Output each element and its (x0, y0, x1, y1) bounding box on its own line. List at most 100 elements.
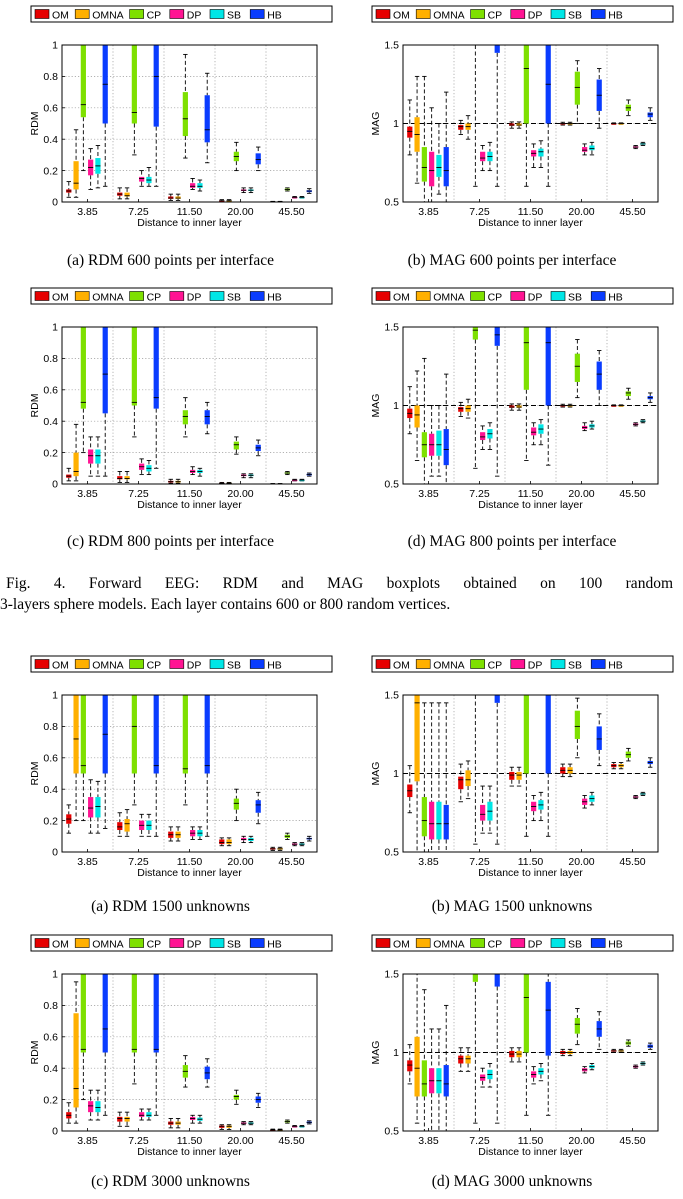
box-dp-7.25 (480, 1067, 486, 1088)
legend-label-omna: OMNA (92, 9, 124, 21)
x-tick-label: 45.50 (278, 1135, 304, 1147)
box-body (421, 797, 427, 837)
box-cp-3.85 (80, 695, 86, 822)
box-body (80, 45, 86, 118)
x-tick-label: 7.25 (128, 856, 149, 868)
box-sb-20.00 (248, 835, 254, 844)
legend-swatch-hb (590, 938, 606, 948)
box-omna-45.50 (618, 1048, 624, 1053)
boxplot-svg: OM OMNA CP DP SB HB 0 0.2 0.4 0.6 0.8 1 3.85 7.25 11.5… (29, 5, 333, 229)
box-hb-7.25 (494, 45, 500, 187)
x-axis-label: Distance to inner layer (137, 217, 242, 229)
box-body (538, 148, 544, 157)
box-body (647, 112, 653, 118)
box-sb-7.25 (146, 167, 152, 187)
x-tick-label: 20.00 (227, 1135, 253, 1147)
box-om-3.85 (66, 1102, 72, 1124)
legend-swatch-om (34, 9, 50, 19)
legend: OM OMNA CP DP SB HB (371, 934, 674, 952)
box-cp-20.00 (233, 1089, 239, 1105)
box-sb-3.85 (95, 780, 101, 834)
box-omna-20.00 (226, 837, 232, 847)
legend: OM OMNA CP DP SB HB (30, 934, 333, 952)
box-cp-11.50 (523, 974, 529, 1116)
box-omna-7.25 (124, 809, 130, 837)
box-dp-45.50 (292, 478, 298, 482)
box-sb-45.50 (640, 791, 646, 796)
x-tick-label: 11.50 (518, 1135, 544, 1147)
y-tick-label: 0.6 (43, 753, 58, 765)
box-dp-20.00 (241, 187, 247, 194)
legend-swatch-hb (590, 659, 606, 669)
legend-swatch-dp (169, 291, 185, 301)
box-omna-7.25 (124, 470, 130, 483)
x-tick-label: 20.00 (568, 206, 594, 218)
box-dp-3.85 (88, 436, 94, 477)
legend-label-omna: OMNA (433, 291, 465, 303)
box-om-20.00 (560, 121, 566, 126)
box-body (124, 819, 130, 832)
legend-swatch-omna (415, 291, 431, 301)
box-cp-45.50 (625, 747, 631, 762)
box-body (190, 183, 196, 188)
legend-label-cp: CP (147, 938, 162, 950)
legend-label-sb: SB (227, 659, 241, 671)
caption-rdm-1500: (a) RDM 1500 unknowns (91, 898, 250, 915)
box-body (182, 695, 188, 774)
y-tick-label: 0 (52, 1126, 58, 1138)
legend-swatch-cp (470, 659, 485, 669)
figure-4-caption-line-2: 3-layers sphere models. Each layer conta… (0, 596, 451, 613)
box-sb-11.50 (538, 791, 544, 822)
box-body (117, 476, 123, 480)
box-cp-3.85 (421, 357, 427, 484)
legend-label-dp: DP (528, 938, 543, 950)
box-dp-3.85 (429, 107, 435, 202)
box-omna-11.50 (175, 478, 181, 484)
x-tick-label: 11.50 (177, 856, 203, 868)
y-tick-label: 0.2 (43, 815, 58, 827)
box-cp-45.50 (284, 470, 290, 476)
legend: OM OMNA CP DP SB HB (371, 655, 674, 673)
box-dp-11.50 (531, 795, 537, 822)
box-hb-3.85 (102, 974, 108, 1116)
box-hb-11.50 (204, 401, 210, 435)
box-omna-7.25 (124, 1111, 130, 1127)
box-dp-20.00 (582, 422, 588, 432)
box-omna-20.00 (226, 199, 232, 202)
box-cp-20.00 (233, 436, 239, 455)
x-tick-label: 3.85 (418, 856, 439, 868)
legend-swatch-cp (470, 291, 485, 301)
legend-swatch-dp (169, 938, 185, 948)
box-body (480, 151, 486, 162)
legend: OM OMNA CP DP SB HB (371, 287, 674, 305)
box-body (197, 183, 203, 188)
box-body (117, 822, 123, 831)
x-axis-label: Distance to inner layer (137, 499, 242, 511)
box-sb-45.50 (299, 1125, 305, 1128)
box-dp-11.50 (531, 1066, 537, 1085)
box-dp-7.25 (480, 785, 486, 834)
y-tick-label: 1.5 (384, 40, 399, 52)
box-body (589, 145, 595, 151)
box-cp-11.50 (182, 53, 188, 159)
box-om-20.00 (219, 837, 225, 847)
box-cp-7.25 (473, 45, 478, 187)
legend-swatch-omna (74, 291, 90, 301)
x-tick-label: 3.85 (77, 488, 98, 500)
axes-frame (61, 694, 318, 853)
x-tick-label: 7.25 (469, 206, 490, 218)
box-body (88, 797, 94, 818)
box-omna-3.85 (414, 75, 420, 184)
box-om-11.50 (509, 403, 515, 411)
box-dp-45.50 (633, 795, 639, 800)
box-om-11.50 (168, 478, 174, 484)
box-cp-45.50 (284, 1119, 290, 1124)
box-omna-7.25 (465, 398, 471, 419)
box-body (80, 327, 86, 409)
box-body (421, 1060, 427, 1097)
x-tick-label: 45.50 (619, 856, 645, 868)
box-cp-7.25 (131, 45, 137, 156)
legend-swatch-omna (415, 9, 431, 19)
grid (62, 695, 317, 852)
box-cp-7.25 (131, 974, 137, 1085)
